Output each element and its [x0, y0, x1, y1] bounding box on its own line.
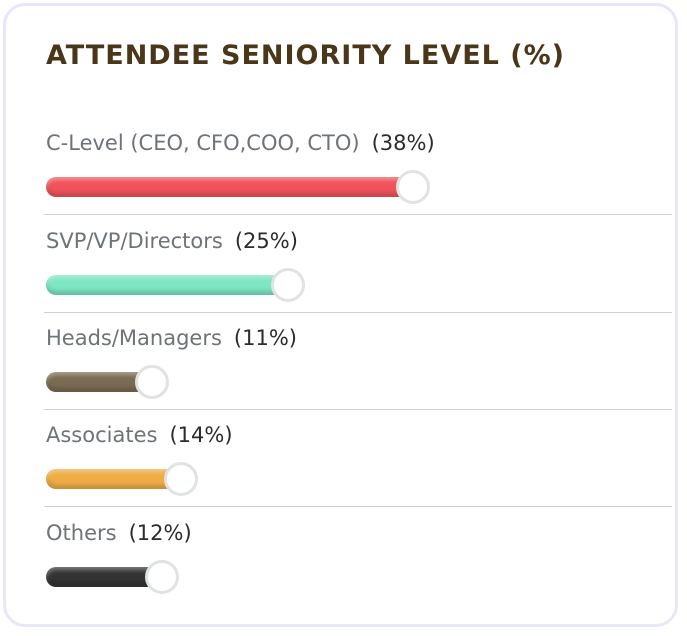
bar-label: C-Level (CEO, CFO,COO, CTO) (38%): [46, 131, 435, 155]
bar-track: [46, 462, 606, 496]
row-divider: [44, 506, 672, 507]
row-divider: [44, 214, 672, 215]
value-label: (38%): [371, 131, 435, 155]
bar-end-knob: [145, 560, 179, 594]
bar-c-level: [46, 177, 413, 197]
bar-svp-vp-directors: [46, 275, 288, 295]
value-label: (12%): [128, 521, 192, 545]
category-label: Associates: [46, 423, 158, 447]
seniority-card: ATTENDEE SENIORITY LEVEL (%) C-Level (CE…: [3, 3, 678, 627]
chart-title: ATTENDEE SENIORITY LEVEL (%): [46, 40, 566, 71]
bar-label: Heads/Managers (11%): [46, 326, 297, 350]
bar-end-knob: [271, 268, 305, 302]
bar-heads-managers: [46, 372, 152, 392]
category-label: SVP/VP/Directors: [46, 229, 223, 253]
bar-track: [46, 170, 606, 204]
bar-label: Associates (14%): [46, 423, 233, 447]
bar-end-knob: [396, 170, 430, 204]
value-label: (11%): [233, 326, 297, 350]
bar-label: SVP/VP/Directors (25%): [46, 229, 298, 253]
row-divider: [44, 312, 672, 313]
bar-label: Others (12%): [46, 521, 192, 545]
bar-row-heads-managers: Heads/Managers (11%): [44, 312, 672, 410]
value-label: (14%): [169, 423, 233, 447]
bar-row-c-level: C-Level (CEO, CFO,COO, CTO) (38%): [44, 117, 672, 215]
category-label: C-Level (CEO, CFO,COO, CTO): [46, 131, 360, 155]
bar-row-svp-vp-directors: SVP/VP/Directors (25%): [44, 215, 672, 313]
bar-track: [46, 365, 606, 399]
bar-row-associates: Associates (14%): [44, 409, 672, 507]
value-label: (25%): [234, 229, 298, 253]
bar-row-others: Others (12%): [44, 507, 672, 605]
bar-end-knob: [164, 462, 198, 496]
bar-associates: [46, 469, 181, 489]
category-label: Heads/Managers: [46, 326, 222, 350]
category-label: Others: [46, 521, 117, 545]
bar-track: [46, 560, 606, 594]
bar-end-knob: [135, 365, 169, 399]
bar-track: [46, 268, 606, 302]
row-divider: [44, 409, 672, 410]
bar-others: [46, 567, 162, 587]
